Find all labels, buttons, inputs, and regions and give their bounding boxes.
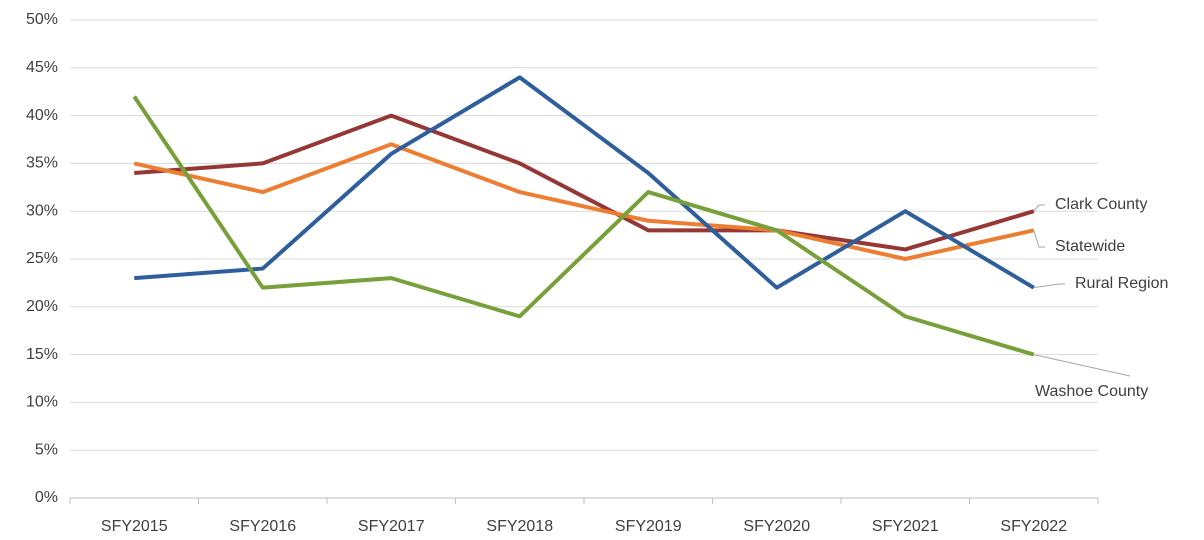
y-tick-label: 45% [26,59,58,76]
series-label: Washoe County [1035,383,1148,400]
y-tick-label: 10% [26,394,58,411]
y-tick-label: 25% [26,250,58,267]
y-tick-label: 20% [26,298,58,315]
series-label: Statewide [1055,238,1125,255]
y-tick-label: 5% [35,441,58,458]
y-tick-label: 40% [26,107,58,124]
series-label: Clark County [1055,196,1147,213]
series-line [132,95,1035,357]
series-line [134,75,1035,290]
x-tick-label: SFY2021 [872,518,939,535]
leader-line [1033,230,1045,248]
x-tick-label: SFY2017 [358,518,425,535]
leader-line [1033,354,1131,377]
y-tick-label: 35% [26,155,58,172]
y-tick-label: 15% [26,346,58,363]
x-tick-label: SFY2015 [101,518,168,535]
leader-line [1033,204,1045,212]
leader-line [1033,283,1065,289]
series-line [133,142,1035,261]
x-tick-label: SFY2018 [486,518,553,535]
x-tick-label: SFY2020 [743,518,810,535]
x-tick-label: SFY2016 [229,518,296,535]
x-tick-label: SFY2019 [615,518,682,535]
y-tick-label: 30% [26,202,58,219]
y-tick-label: 0% [35,489,58,506]
y-tick-label: 50% [26,11,58,28]
x-tick-label: SFY2022 [1000,518,1067,535]
series-label: Rural Region [1075,275,1168,292]
series-line [134,113,1035,252]
